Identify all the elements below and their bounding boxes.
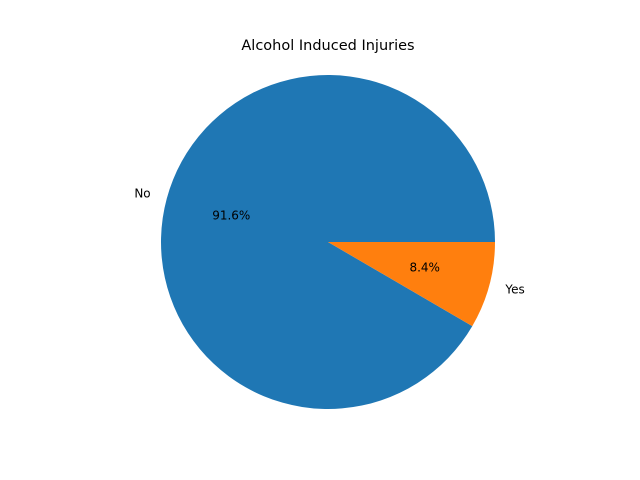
labels-layer: No 91.6% Yes 8.4% — [134, 187, 524, 297]
percent-label-no: 91.6% — [212, 208, 250, 222]
chart-title: Alcohol Induced Injuries — [241, 38, 414, 54]
slices-layer — [161, 74, 496, 409]
pie-slice-yes — [328, 242, 495, 327]
pie-slice-no — [161, 74, 496, 409]
percent-label-yes: 8.4% — [409, 261, 440, 275]
slice-label-yes: Yes — [504, 282, 524, 296]
slice-label-no: No — [134, 187, 150, 201]
